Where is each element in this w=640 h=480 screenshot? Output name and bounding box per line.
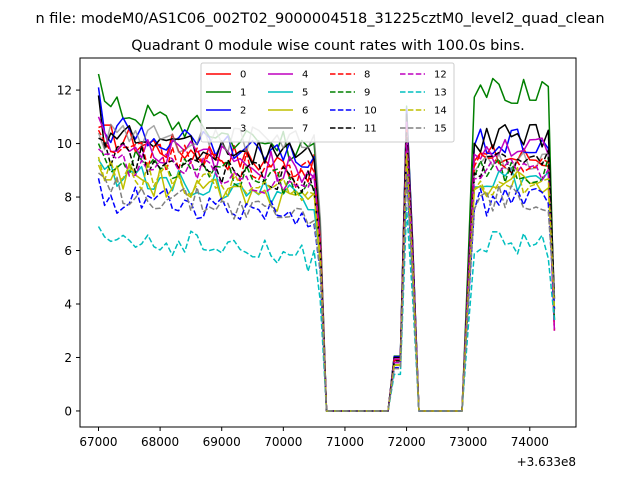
series-line-12 [98,142,556,412]
legend-label-15: 15 [434,124,447,135]
tick-marks [76,89,531,431]
y-tick-labels: 0 2 4 6 8 10 12 [57,84,72,419]
x-tick-label: 72000 [387,435,425,449]
legend-label-11: 11 [364,124,377,135]
series-line-3 [97,95,556,412]
legend-label-4: 4 [302,70,308,81]
chart-title: Quadrant 0 module wise count rates with … [131,38,525,54]
series-line-11 [98,132,556,412]
chart-suptitle: n file: modeM0/AS1C06_002T02_9000004518_… [35,11,604,27]
series-group [97,73,556,412]
series-line-9 [97,142,556,412]
legend-label-10: 10 [364,106,377,117]
y-tick-label: 2 [64,351,72,365]
y-tick-label: 0 [64,404,72,418]
legend-label-1: 1 [240,88,246,99]
legend-label-13: 13 [434,88,447,99]
legend-label-9: 9 [364,88,370,99]
y-tick-label: 12 [57,84,72,98]
legend-label-7: 7 [302,124,308,135]
x-tick-label: 67000 [79,435,117,449]
y-tick-label: 4 [64,298,72,312]
x-tick-label: 71000 [326,435,364,449]
x-tick-labels: 67000 68000 69000 70000 71000 72000 73000 74000 [79,435,548,449]
x-offset-label: +3.633e8 [517,455,576,469]
series-line-10 [97,169,556,412]
y-tick-label: 10 [57,137,72,151]
series-line-8 [97,129,556,412]
legend-label-12: 12 [434,70,447,81]
legend-label-3: 3 [240,124,246,135]
legend-label-6: 6 [302,106,308,117]
x-tick-label: 69000 [203,435,241,449]
y-tick-label: 8 [64,191,72,205]
legend-label-8: 8 [364,70,370,81]
legend-frame [200,62,455,143]
legend-label-14: 14 [434,106,447,117]
axes-frame [79,57,577,428]
x-tick-label: 73000 [449,435,487,449]
y-tick-label: 6 [64,244,72,258]
legend-label-2: 2 [240,106,246,117]
x-tick-label: 68000 [141,435,179,449]
x-tick-label: 74000 [511,435,549,449]
series-line-14 [97,153,556,412]
legend-label-0: 0 [240,70,246,81]
x-tick-label: 70000 [264,435,302,449]
legend-label-5: 5 [302,88,308,99]
series-line-15 [98,172,556,412]
series-line-13 [97,206,556,412]
